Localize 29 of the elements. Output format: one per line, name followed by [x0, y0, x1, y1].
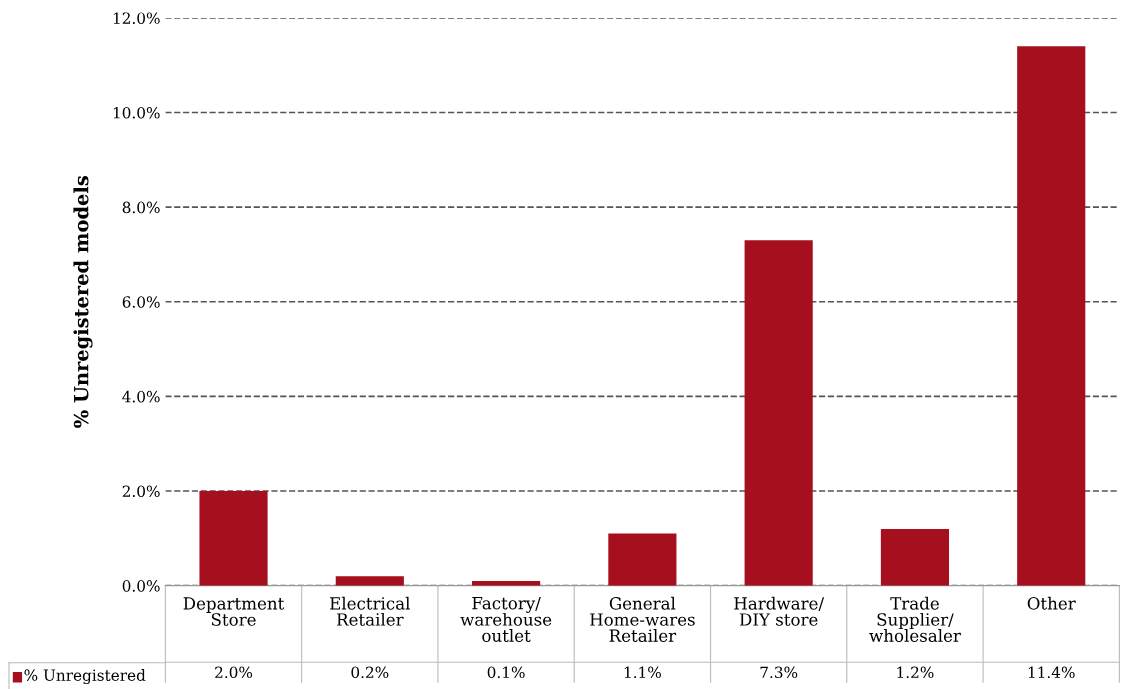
text: 7.3%: [760, 666, 798, 679]
bar: [335, 576, 404, 586]
text: 0.1%: [487, 666, 525, 679]
bar: [608, 533, 677, 586]
x-tick-label: Hardware/ DIY store: [734, 596, 825, 626]
y-tick-label: 8.0%: [122, 201, 160, 214]
text: 0.2%: [351, 666, 389, 679]
y-tick-label: 4.0%: [122, 390, 160, 403]
text: 1.2%: [897, 666, 934, 679]
bar: [880, 528, 950, 586]
y-tick-label: 6.0%: [122, 296, 160, 308]
y-tick-label: 2.0%: [122, 485, 160, 498]
legend-label: % Unregistered: [24, 669, 146, 685]
x-tick-label: Other: [1027, 596, 1076, 610]
y-tick-label: 0.0%: [122, 580, 160, 592]
x-tick-label: General Home-wares Retailer: [590, 596, 695, 642]
text: 11.4%: [1028, 666, 1075, 679]
y-tick-label: 12.0%: [113, 12, 160, 24]
text: 2.0%: [215, 666, 253, 679]
x-tick-label: Factory/ warehouse outlet: [460, 597, 552, 642]
bar: [1017, 46, 1086, 586]
bar: [744, 240, 813, 586]
x-tick-label: Department Store: [183, 597, 285, 626]
y-axis-title: % Unregistered models: [73, 176, 93, 428]
x-tick-label: Electrical Retailer: [330, 596, 410, 626]
text: 1.1%: [624, 666, 661, 679]
y-tick-label: 10.0%: [113, 107, 160, 119]
x-tick-label: Trade Supplier/ wholesaler: [869, 596, 961, 642]
bar: [199, 491, 268, 586]
